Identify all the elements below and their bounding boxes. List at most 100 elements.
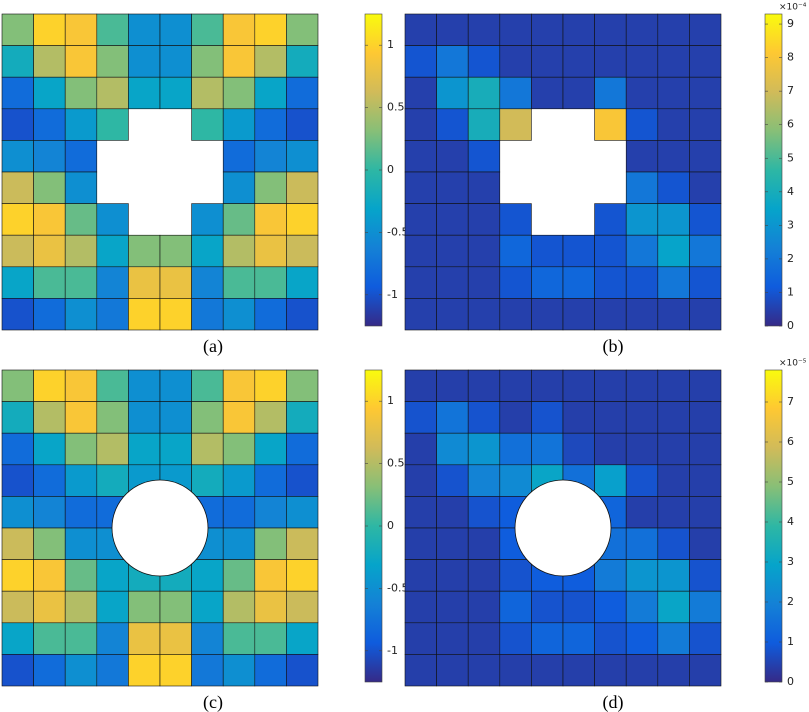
cell [404, 140, 437, 173]
cell [689, 432, 722, 466]
cell [436, 45, 469, 78]
cell [689, 590, 722, 624]
cell [625, 298, 659, 331]
cell [254, 298, 287, 331]
cell [64, 401, 98, 434]
colorbar-tick-label: 6 [787, 435, 794, 448]
cell [499, 13, 532, 46]
cell [191, 13, 224, 46]
cell [254, 140, 287, 173]
colorbar-tick-label: 0.5 [387, 101, 405, 114]
cell [64, 464, 98, 497]
colorbar [764, 13, 783, 327]
cell [594, 108, 627, 141]
cell [467, 590, 501, 624]
cell [562, 369, 595, 402]
cell [499, 45, 532, 78]
cell [222, 432, 256, 466]
cell [499, 654, 532, 687]
cell [159, 654, 192, 687]
cell [689, 266, 722, 299]
cell [657, 108, 690, 141]
cell [222, 13, 256, 46]
cell [404, 266, 437, 299]
cell [404, 622, 437, 655]
cell [625, 140, 659, 173]
cell [625, 203, 659, 236]
cell [1, 432, 34, 466]
cell [594, 432, 627, 466]
cell [657, 234, 690, 268]
cell [64, 45, 98, 78]
cell [657, 76, 690, 110]
cell [531, 432, 564, 466]
cell [64, 432, 98, 466]
cell [159, 401, 192, 434]
cell [467, 203, 501, 236]
caption: (b) [603, 336, 624, 357]
cell [625, 45, 659, 78]
cell [64, 496, 98, 529]
cell [562, 590, 595, 624]
cell [562, 45, 595, 78]
cell [625, 527, 659, 560]
cell [1, 369, 34, 402]
cell [531, 76, 564, 110]
cell [689, 76, 722, 110]
colorbar-tick-label: 4 [787, 185, 794, 198]
cell [96, 559, 129, 592]
cell [531, 401, 564, 434]
cell [222, 45, 256, 78]
cell [33, 559, 66, 592]
cell [657, 266, 690, 299]
cell [625, 108, 659, 141]
cell [467, 401, 501, 434]
colorbar-tick-label: 9 [787, 17, 794, 30]
cell [128, 654, 161, 687]
cell [191, 590, 224, 624]
cell [594, 369, 627, 402]
cell [191, 108, 224, 141]
colorbar-tick-label: 1 [787, 285, 794, 298]
cell [436, 622, 469, 655]
cell [64, 76, 98, 110]
cell [96, 401, 129, 434]
cell [1, 298, 34, 331]
cell [562, 654, 595, 687]
cell [1, 234, 34, 268]
cell [159, 298, 192, 331]
cell [64, 369, 98, 402]
cell [64, 171, 98, 204]
cell [96, 13, 129, 46]
cell [96, 108, 129, 141]
cell [531, 298, 564, 331]
cell [467, 13, 501, 46]
cell [222, 496, 256, 529]
cell [436, 527, 469, 560]
cell [191, 654, 224, 687]
cell [689, 234, 722, 268]
cell [191, 266, 224, 299]
cell [64, 266, 98, 299]
cell [499, 234, 532, 268]
cell [531, 45, 564, 78]
cell [436, 76, 469, 110]
cell [159, 13, 192, 46]
cell [96, 464, 129, 497]
cell [96, 234, 129, 268]
cell [689, 559, 722, 592]
cell [96, 298, 129, 331]
cell [1, 203, 34, 236]
cell [286, 496, 319, 529]
cell [594, 234, 627, 268]
cell [128, 622, 161, 655]
cell [254, 76, 287, 110]
cell [689, 464, 722, 497]
cell [657, 140, 690, 173]
cell [191, 234, 224, 268]
cell [689, 45, 722, 78]
cell [562, 76, 595, 110]
cell [562, 13, 595, 46]
cell [657, 559, 690, 592]
cell [657, 654, 690, 687]
